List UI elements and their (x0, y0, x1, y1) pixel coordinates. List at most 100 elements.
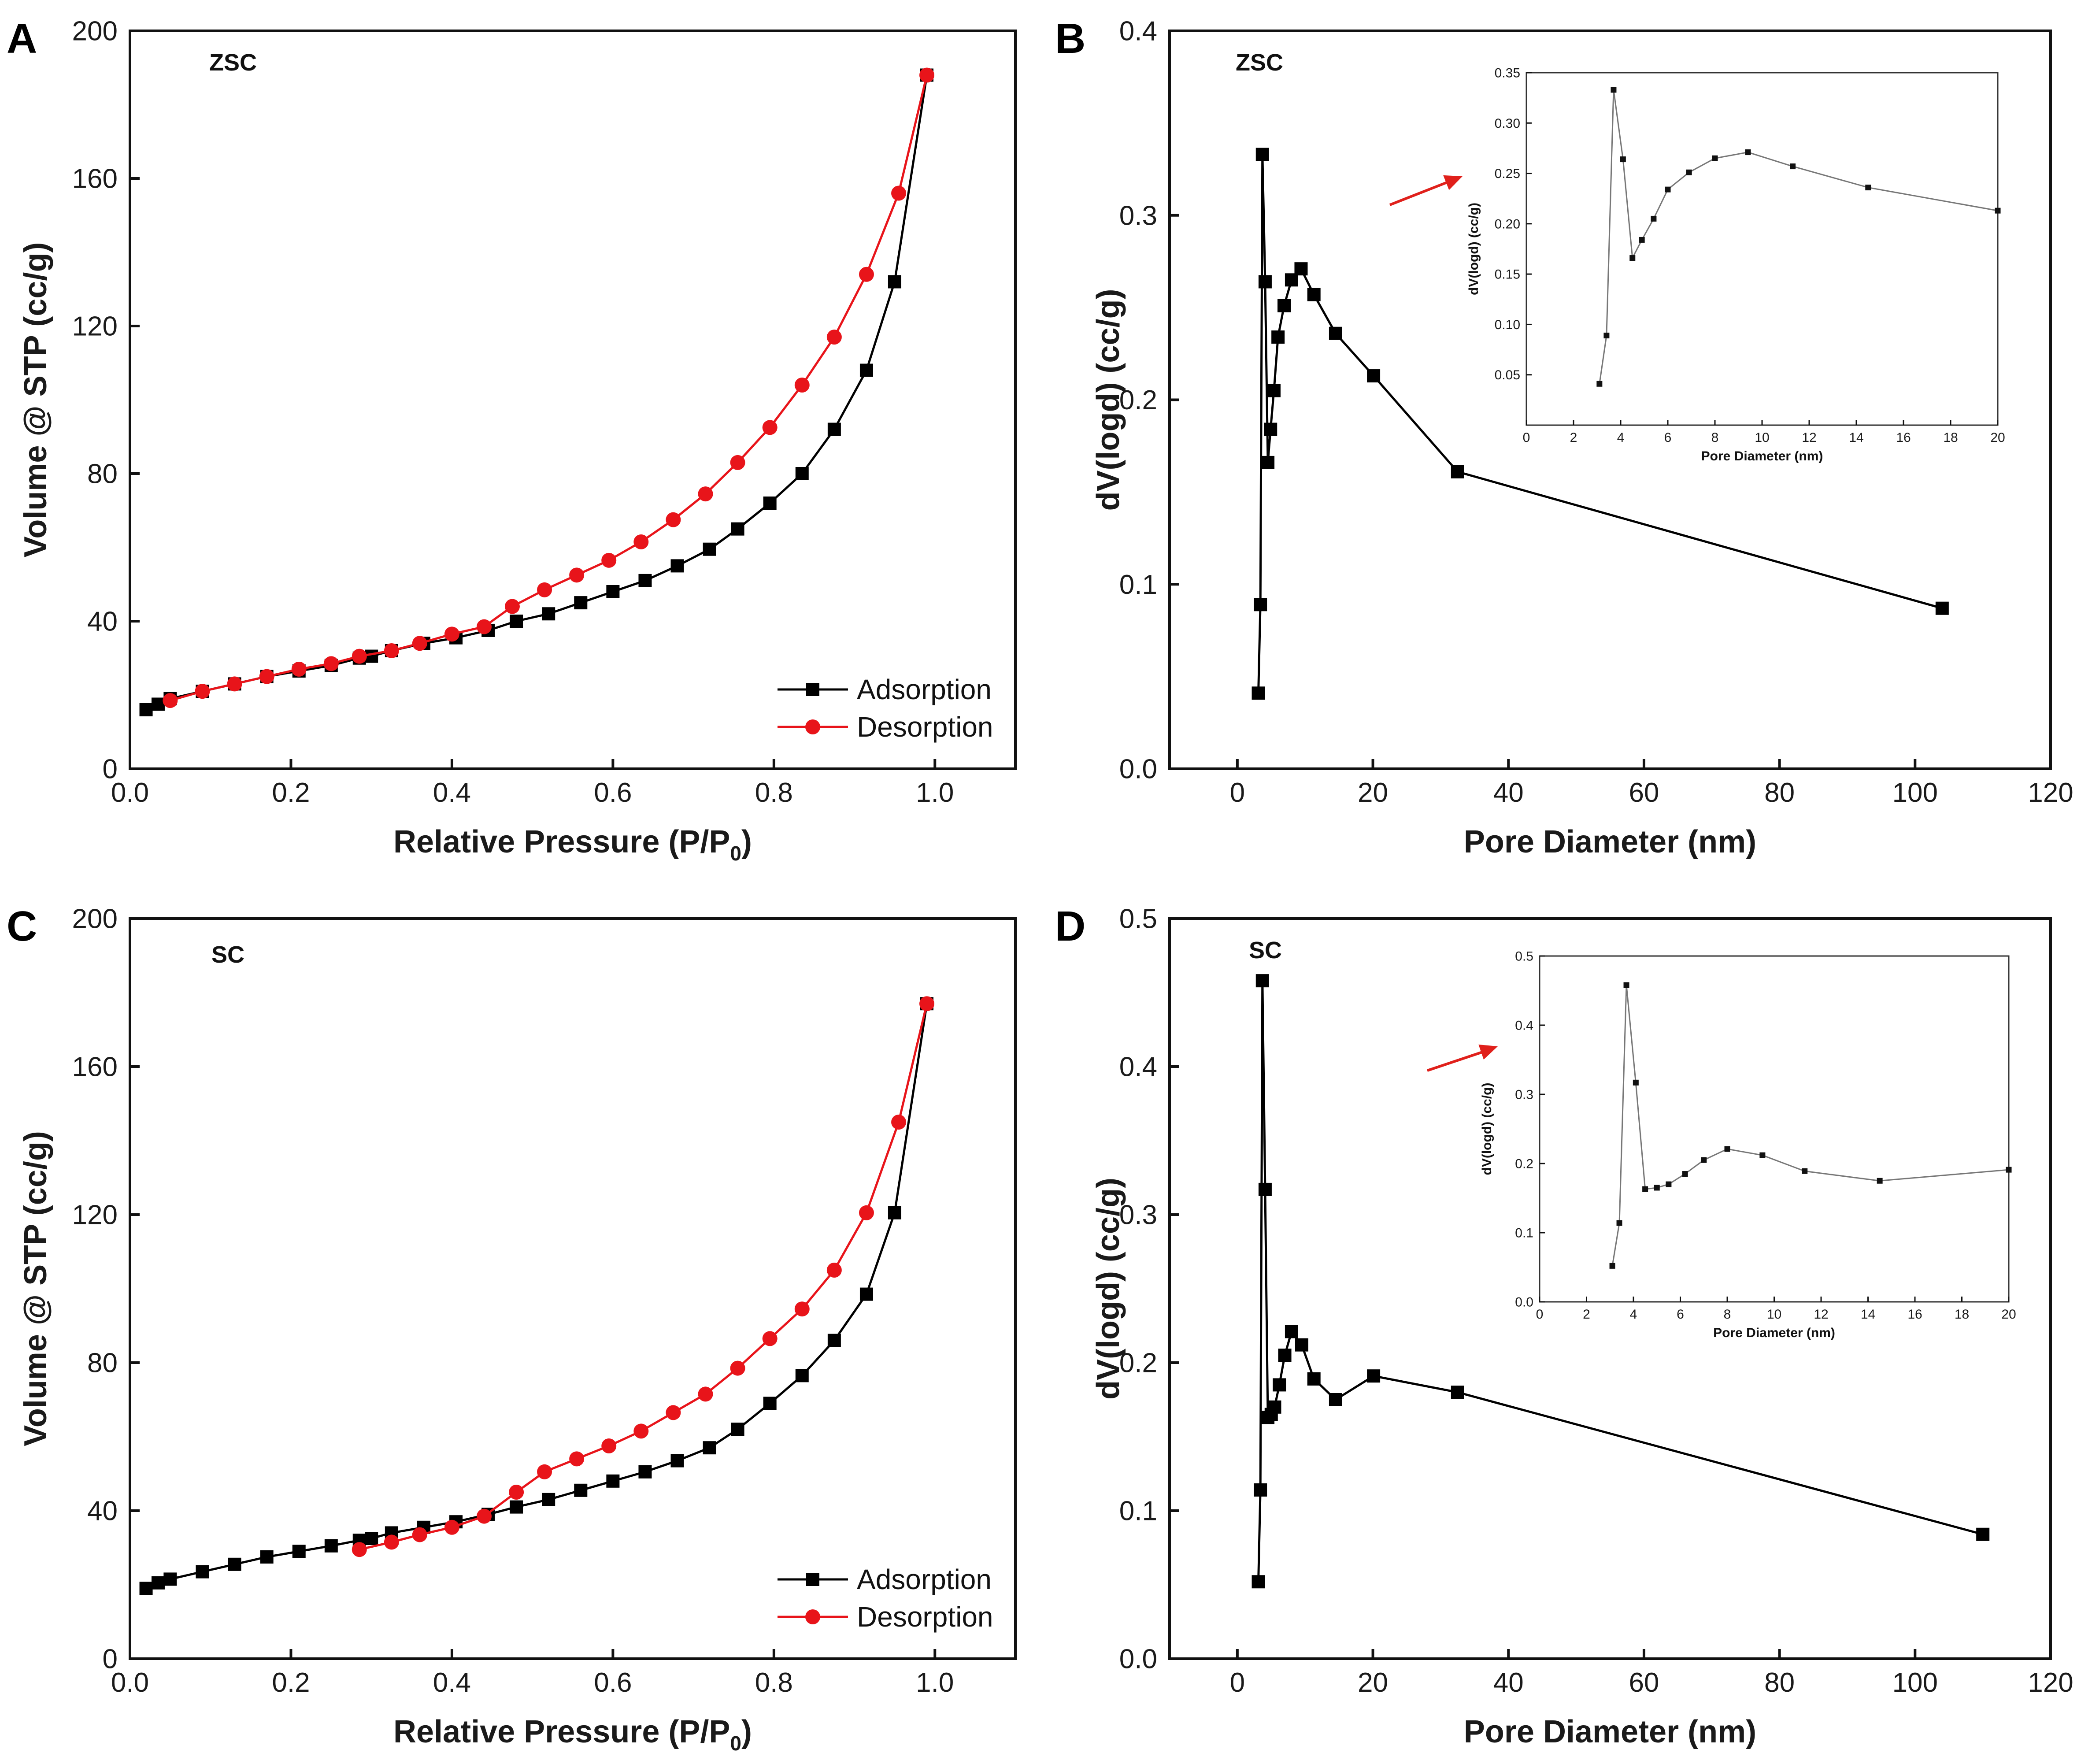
inset-data-point (1724, 1146, 1730, 1152)
data-point (163, 693, 178, 708)
inset-x-tick-label: 6 (1664, 430, 1672, 445)
y-tick-label: 0.5 (1119, 904, 1157, 934)
y-axis-title: dV(logd) (cc/g) (1091, 289, 1126, 511)
data-point (195, 684, 210, 699)
y-axis-title: Volume @ STP (cc/g) (18, 1131, 53, 1446)
data-point (1451, 1386, 1464, 1399)
data-point (352, 649, 367, 664)
sample-label: ZSC (1236, 49, 1283, 76)
data-point (859, 1205, 874, 1220)
data-point (510, 1500, 523, 1514)
data-point (731, 522, 744, 536)
x-tick-label: 0.8 (755, 1668, 793, 1698)
data-point (444, 626, 459, 642)
x-tick-label: 40 (1493, 778, 1524, 808)
y-tick-label: 80 (87, 1348, 118, 1379)
data-point (703, 1441, 716, 1455)
y-tick-label: 160 (72, 1052, 118, 1082)
x-tick-label: 120 (2028, 1668, 2073, 1698)
y-axis-title: dV(logd) (cc/g) (1091, 1178, 1126, 1400)
y-axis-title: Volume @ STP (cc/g) (18, 242, 53, 558)
data-point (259, 669, 274, 684)
data-point (1307, 288, 1321, 301)
inset-chart: 0 2 4 6 8 10 12 14 16 18 20 0.0 0.1 0.2 0.3 0.4 0.5 Pore … (1480, 949, 2016, 1341)
data-point (888, 275, 901, 289)
inset-y-tick-label: 0.05 (1495, 368, 1520, 382)
data-point (698, 486, 713, 502)
data-point (1976, 1527, 1990, 1541)
inset-series-line (1599, 89, 1998, 384)
inset-data-point (1665, 186, 1671, 193)
series-line (1257, 154, 1943, 693)
inset-y-tick-label: 0.0 (1515, 1295, 1533, 1310)
data-point (139, 1582, 153, 1595)
x-axis-title-subscript: 0 (730, 842, 741, 865)
x-tick-label: 20 (1358, 778, 1388, 808)
data-point (1367, 1369, 1381, 1383)
inset-x-tick-label: 4 (1630, 1307, 1637, 1322)
arrow-head-icon (1443, 175, 1463, 190)
inset-y-tick-label: 0.1 (1515, 1226, 1533, 1241)
inset-x-tick-label: 10 (1755, 430, 1769, 445)
inset-x-tick-label: 2 (1583, 1307, 1590, 1322)
inset-data-point (1995, 208, 2001, 214)
inset-x-tick-label: 4 (1617, 430, 1625, 445)
inset-data-point (1651, 215, 1657, 222)
data-point (1271, 330, 1285, 344)
inset-x-tick-label: 2 (1570, 430, 1577, 445)
data-point (606, 1474, 620, 1488)
x-axis-title: Pore Diameter (nm) (1464, 824, 1756, 860)
data-point (1329, 1393, 1342, 1406)
inset-data-point (1686, 169, 1692, 175)
arrow-head-icon (1478, 1044, 1498, 1060)
inset-data-point (1701, 1157, 1707, 1163)
inset-data-point (1712, 155, 1718, 161)
sample-label: ZSC (209, 49, 257, 76)
data-point (638, 574, 652, 587)
data-point (1252, 686, 1265, 700)
inset-data-point (1790, 163, 1796, 170)
data-point (826, 330, 842, 345)
x-tick-label: 0.4 (433, 1668, 471, 1698)
y-tick-label: 0.0 (1119, 1644, 1157, 1675)
data-point (227, 676, 242, 692)
inset-y-tick-label: 0.30 (1495, 116, 1520, 131)
x-axis-title: Pore Diameter (nm) (1464, 1714, 1756, 1749)
inset-x-tick-label: 20 (2001, 1307, 2016, 1322)
inset-data-point (1877, 1178, 1883, 1184)
inset-data-point (1596, 381, 1603, 387)
data-point (1278, 1349, 1292, 1362)
inset-data-point (1603, 333, 1610, 339)
data-point (412, 1527, 427, 1542)
y-tick-label: 0 (103, 754, 118, 785)
inset-plot-frame (1539, 955, 2010, 1303)
inset-x-tick-label: 8 (1724, 1307, 1731, 1322)
legend-marker (806, 683, 819, 696)
data-point (1367, 369, 1381, 383)
inset-data-point (1666, 1181, 1672, 1187)
x-axis-title-suffix: ) (741, 824, 752, 860)
data-point (574, 596, 588, 610)
data-point (762, 420, 778, 435)
inset-x-tick-label: 12 (1802, 430, 1816, 445)
data-point (1264, 422, 1277, 436)
y-tick-label: 0.2 (1119, 385, 1157, 415)
legend-label: Desorption (857, 1601, 993, 1633)
data-point (542, 1493, 555, 1506)
data-point (670, 559, 684, 573)
data-point (1261, 456, 1275, 469)
data-point (1273, 1378, 1286, 1392)
y-tick-label: 40 (87, 607, 118, 637)
legend-label: Adsorption (857, 1564, 992, 1595)
x-tick-label: 100 (1892, 778, 1938, 808)
x-tick-label: 0.6 (594, 778, 632, 808)
data-point (794, 1301, 810, 1317)
y-tick-label: 80 (87, 459, 118, 489)
data-point (1268, 1400, 1281, 1414)
series-line (1257, 981, 1983, 1582)
legend-marker (805, 1609, 820, 1624)
y-tick-label: 0.3 (1119, 200, 1157, 231)
data-point (1295, 1338, 1308, 1352)
x-tick-label: 0.2 (272, 778, 310, 808)
